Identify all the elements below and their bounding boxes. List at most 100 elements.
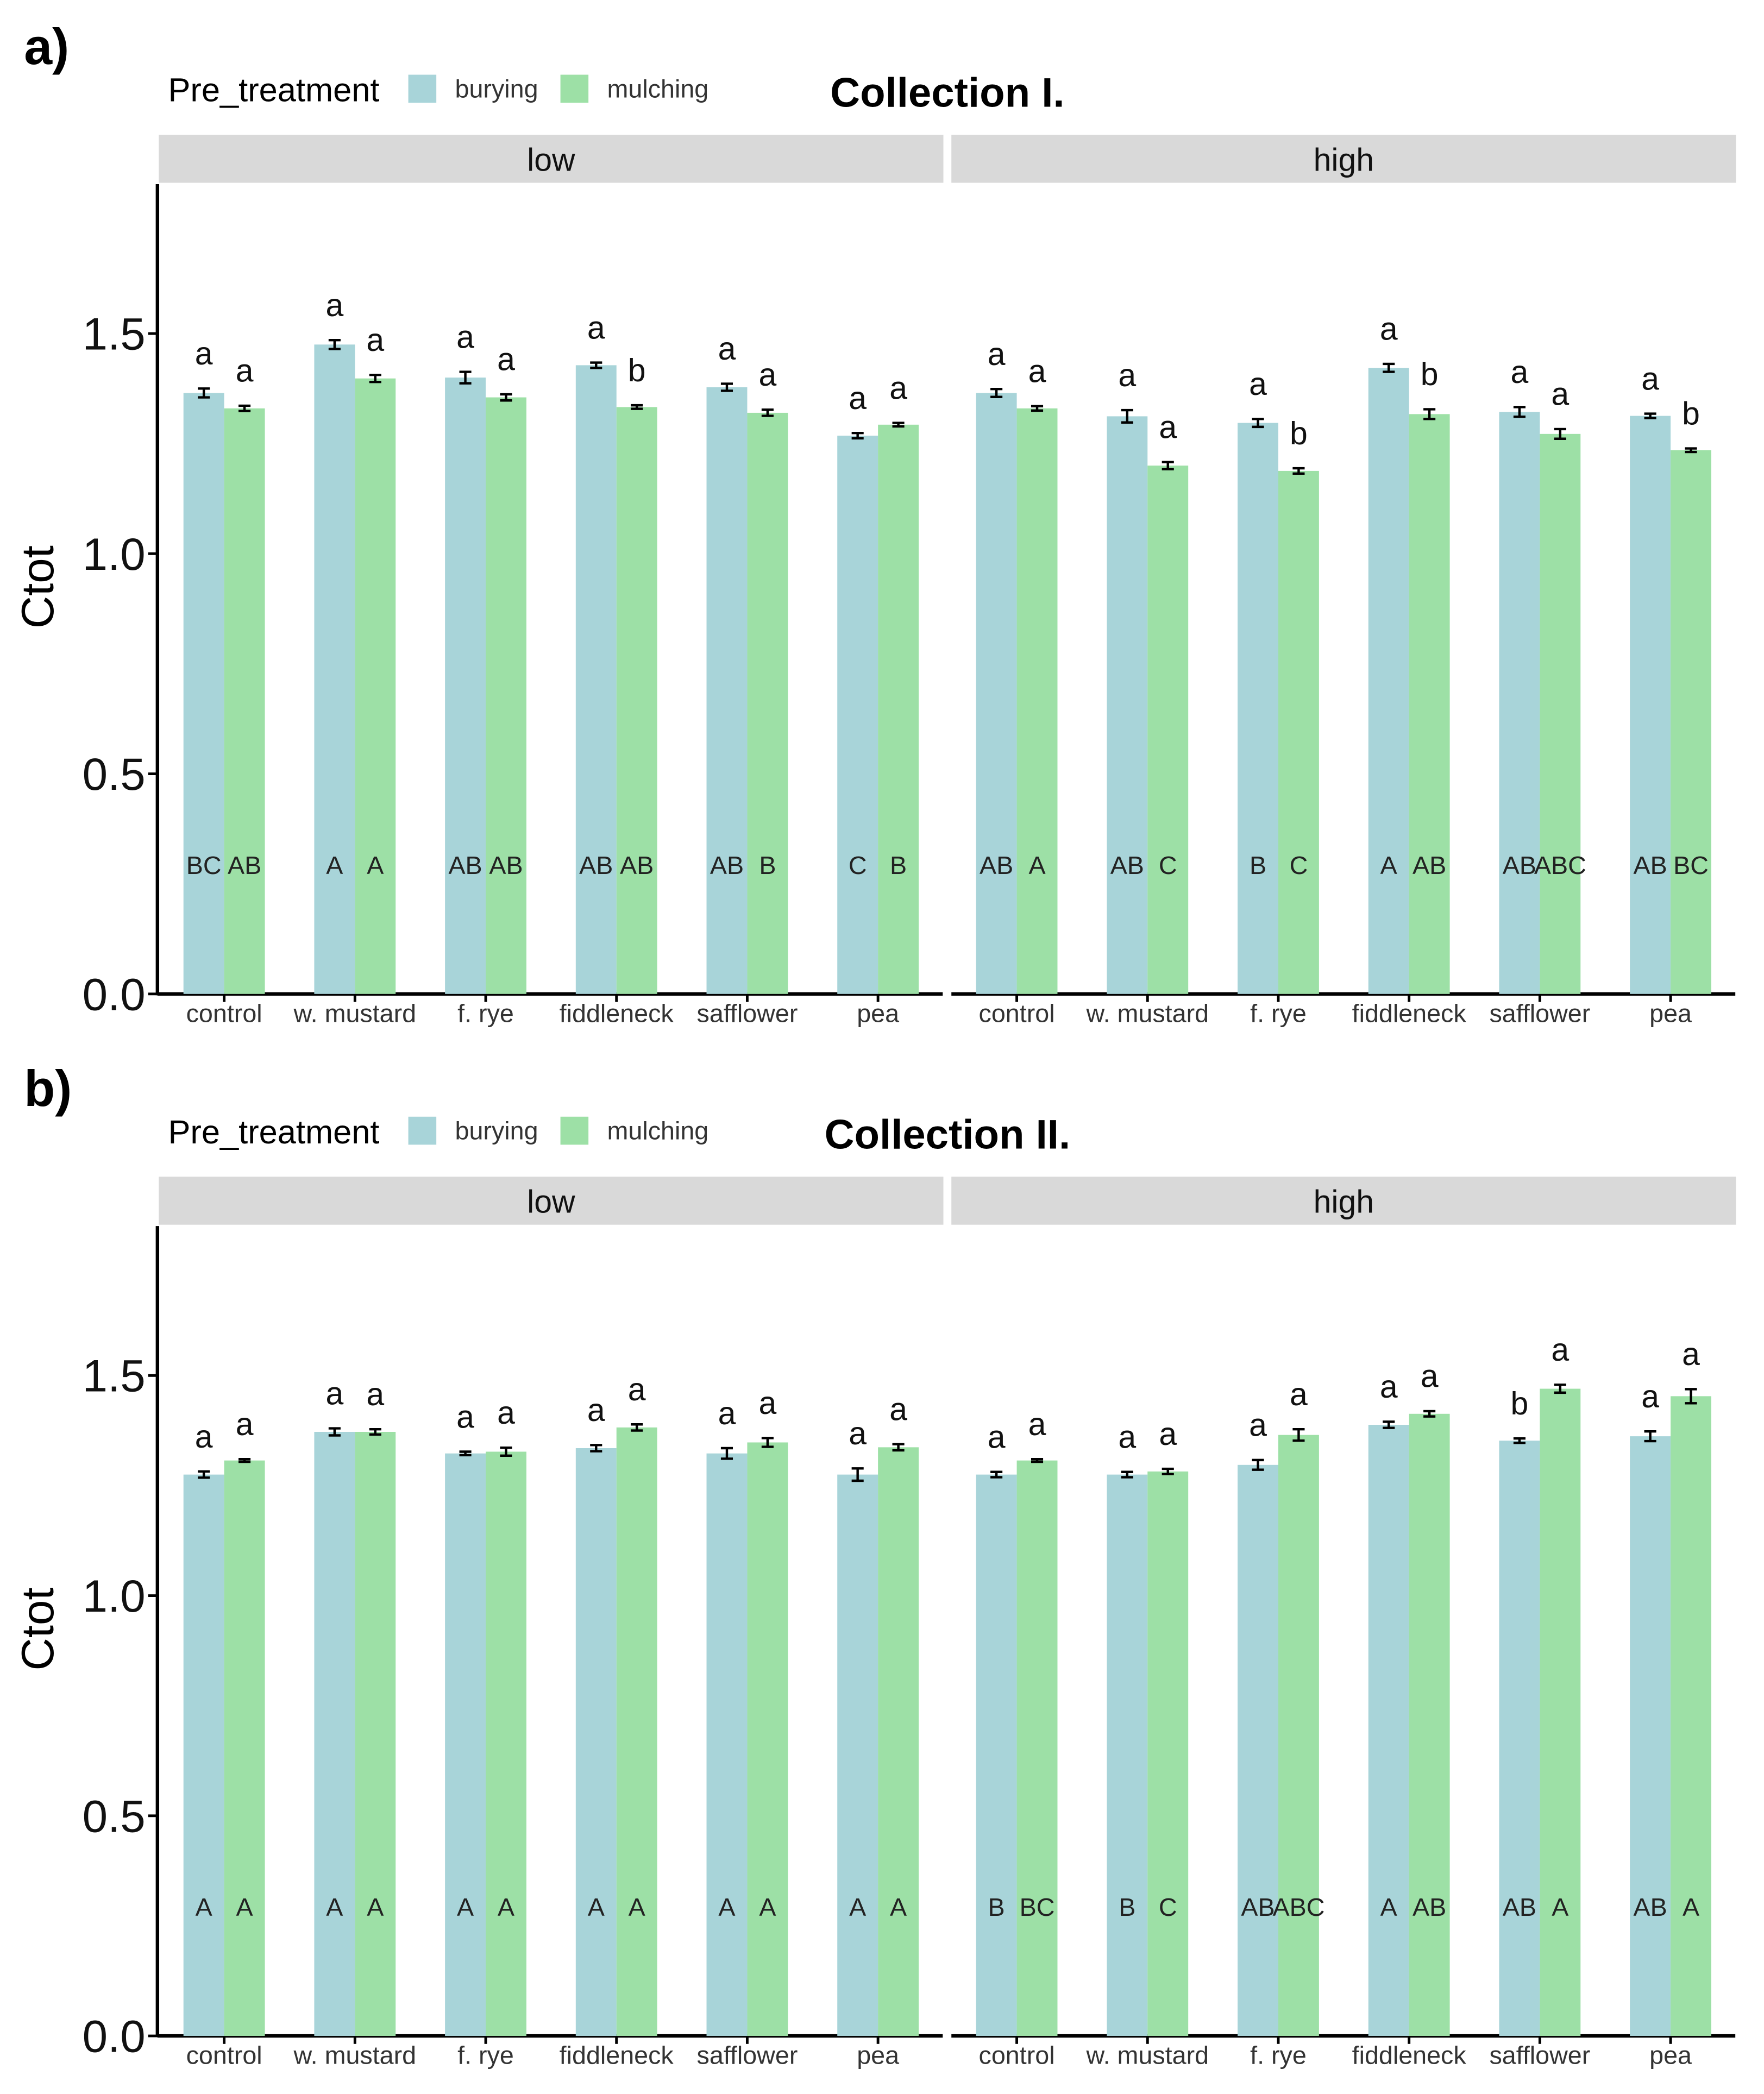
significance-letter-bottom: AB [1110,851,1144,879]
significance-letter-bottom: AB [1633,1893,1667,1921]
bar-burying [837,436,878,994]
bar-burying [976,1474,1017,2036]
bar-mulching [1409,414,1450,994]
significance-letter-top: a [1028,1407,1046,1442]
significance-letter-top: a [1511,355,1529,390]
significance-letter-bottom: AB [489,851,523,879]
bar-burying [1238,423,1278,994]
significance-letter-bottom: AB [620,851,654,879]
legend-label-mulching: mulching [607,74,709,103]
bar-burying [1630,416,1671,994]
significance-letter-bottom: A [196,1893,213,1921]
bar-mulching [1016,1460,1058,2036]
significance-letter-bottom: A [236,1893,254,1921]
legend-swatch-burying [408,1116,437,1145]
bar-mulching [1278,1435,1319,2036]
x-tick-label: control [186,999,262,1027]
significance-letter-bottom: A [849,1893,867,1921]
bar-mulching [1147,466,1189,994]
x-tick-label: f. rye [1250,999,1307,1027]
y-tick-label: 1.0 [83,1570,146,1621]
x-tick-label: w. mustard [293,999,417,1027]
significance-letter-bottom: A [1552,1893,1569,1921]
facet-strip [159,1177,944,1225]
significance-letter-top: a [889,1392,907,1427]
significance-letter-bottom: AB [579,851,613,879]
significance-letter-bottom: BC [1020,1893,1055,1921]
x-tick-label: f. rye [457,999,514,1027]
significance-letter-top: a [718,1396,736,1431]
bar-burying [1368,1425,1409,2036]
y-tick-label: 1.0 [83,529,146,580]
significance-letter-bottom: A [588,1893,605,1921]
legend-swatch-burying [408,74,437,103]
significance-letter-bottom: B [988,1893,1005,1921]
significance-letter-bottom: BC [186,851,222,879]
x-tick-label: fiddleneck [1352,2041,1467,2070]
bar-mulching [616,407,657,994]
significance-letter-top: a [325,288,343,323]
significance-letter-top: a [1249,1408,1267,1443]
legend-swatch-mulching [560,1116,589,1145]
bar-mulching [1016,408,1058,994]
significance-letter-bottom: B [890,851,907,879]
bar-mulching [1671,450,1711,994]
x-tick-label: w. mustard [1085,999,1209,1027]
x-tick-label: fiddleneck [1352,999,1467,1027]
significance-letter-bottom: B [759,851,776,879]
significance-letter-top: b [628,353,646,388]
significance-letter-top: a [456,319,474,355]
bar-mulching [878,424,919,994]
y-tick-label: 1.5 [83,309,146,360]
legend-title: Pre_treatment [168,1114,379,1151]
significance-letter-top: a [236,354,254,389]
bar-burying [837,1474,878,2036]
significance-letter-bottom: C [849,851,867,879]
significance-letter-top: a [1159,1417,1177,1452]
significance-letter-bottom: B [1250,851,1266,879]
facet-high: high control a Ba BC w. mustard a Ba Cf. rye a AB a… [951,1177,1736,2070]
x-tick-label: control [979,2041,1055,2070]
significance-letter-bottom: AB [710,851,744,879]
significance-letter-top: a [195,1419,213,1455]
bar-burying [1107,1474,1148,2036]
significance-letter-bottom: A [367,1893,384,1921]
significance-letter-top: b [1511,1386,1529,1422]
significance-letter-top: a [1118,1420,1136,1455]
bar-mulching [747,1442,788,2036]
significance-letter-bottom: AB [1413,851,1446,879]
significance-letter-bottom: AB [228,851,261,879]
legend-swatch-mulching [560,74,589,103]
x-tick-label: pea [1649,2041,1692,2070]
facet-strip-label: high [1314,142,1374,178]
significance-letter-bottom: C [1159,1893,1177,1921]
significance-letter-top: a [1290,1377,1308,1412]
panel-label: a) [24,18,69,75]
significance-letter-bottom: C [1290,851,1308,879]
significance-letter-top: a [1249,367,1267,402]
bar-mulching [355,378,396,994]
bar-mulching [224,408,265,994]
panel-label: b) [24,1060,72,1117]
x-tick-label: pea [857,999,899,1027]
significance-letter-top: a [236,1407,254,1442]
significance-letter-top: a [1159,410,1177,445]
significance-letter-bottom: AB [980,851,1013,879]
significance-letter-top: b [1682,396,1700,431]
significance-letter-bottom: AB [1241,1893,1275,1921]
significance-letter-bottom: A [498,1893,515,1921]
bar-burying [1238,1464,1278,2036]
y-tick-label: 0.0 [83,2011,146,2062]
x-tick-label: control [186,2041,262,2070]
significance-letter-bottom: A [1380,1893,1398,1921]
significance-letter-top: b [1290,416,1308,451]
significance-letter-bottom: C [1159,851,1177,879]
bar-mulching [486,1451,526,2036]
facet-high: high control a AB a Aw. mustard a AB a Cf. rye a Bb… [951,135,1736,1027]
significance-letter-bottom: A [1028,851,1046,879]
bar-mulching [747,412,788,994]
bar-mulching [355,1432,396,2036]
x-tick-label: w. mustard [293,2041,417,2070]
